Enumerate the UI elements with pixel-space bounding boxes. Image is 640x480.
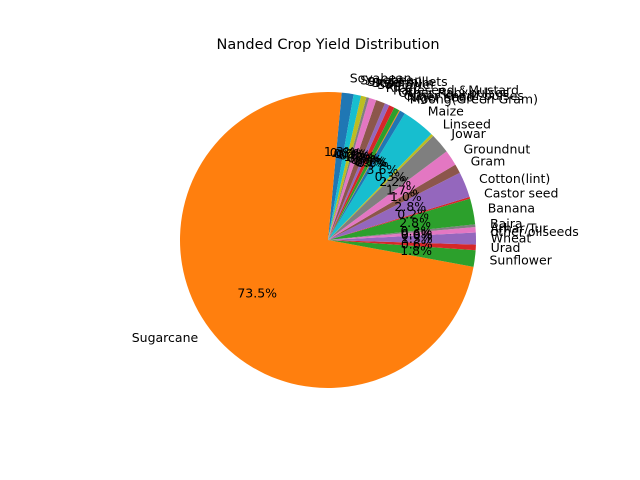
- slice-label: Other Kharif pulses: [404, 88, 524, 103]
- slice-label: Castor seed: [484, 186, 558, 201]
- slice-percent-label: 0.8%: [330, 145, 362, 160]
- pie-slice: [328, 107, 400, 240]
- slice-percent-label: 0.5%: [348, 151, 380, 166]
- slice-label: Sesamum: [372, 75, 434, 90]
- pie-slice: [328, 172, 470, 240]
- slice-percent-label: 0.3%: [336, 147, 368, 162]
- slice-percent-label: 0.2%: [397, 207, 429, 222]
- slice-percent-label: 0.6%: [350, 152, 382, 167]
- slice-label: Gram: [471, 154, 506, 169]
- slice-percent-label: 0.1%: [355, 154, 387, 169]
- pie-slice: [328, 133, 434, 240]
- slice-label: Soyabean: [360, 72, 422, 87]
- slice-label: Rice: [386, 80, 413, 95]
- pie-slice: [328, 196, 471, 240]
- slice-percent-label: 1.3%: [324, 144, 356, 159]
- pie-slice: [328, 240, 476, 251]
- slice-percent-label: 0.3%: [401, 223, 433, 238]
- pie-slice: [328, 226, 476, 240]
- pie-slice: [328, 100, 385, 240]
- slice-label: Sunflower: [490, 252, 553, 267]
- slice-label: Soyabean: [350, 71, 412, 86]
- pie-slice: [328, 164, 460, 240]
- pie-slice: [328, 94, 361, 240]
- pie-slice: [328, 105, 395, 240]
- slice-percent-label: 2.2%: [379, 174, 411, 189]
- slice-percent-label: 1.0%: [390, 189, 422, 204]
- slice-percent-label: 73.5%: [237, 286, 277, 301]
- slice-percent-label: 0.6%: [353, 153, 385, 168]
- slice-percent-label: 0.6%: [334, 146, 366, 161]
- pie-slice: [328, 135, 447, 240]
- pie-slice: [328, 240, 476, 267]
- slice-label: Arhar/Tur: [490, 221, 548, 236]
- slice-percent-label: 1.0%: [344, 149, 376, 164]
- slice-percent-label: 0.0%: [401, 228, 433, 243]
- pie-slice: [179, 92, 474, 389]
- slice-label: Cotton(lint): [479, 171, 550, 186]
- slice-label: Jowar: [450, 126, 486, 141]
- slice-label: Bajra: [490, 216, 523, 231]
- slice-labels: Soyabean Sugarcane SunflowerUradWheatother…: [132, 71, 579, 346]
- slice-label: Moong(Green Gram): [410, 91, 538, 106]
- slice-percent-label: 3.6%: [367, 162, 399, 177]
- slice-label: Wheat: [491, 231, 532, 246]
- slice-label: Small millets: [367, 74, 447, 89]
- slice-label: Sugarcane: [132, 330, 199, 345]
- slice-percent-label: 0.6%: [401, 226, 433, 241]
- slice-label: Niger seed: [407, 90, 474, 105]
- pie-slice: [328, 232, 477, 245]
- slice-percent-label: 1.7%: [386, 183, 418, 198]
- slice-percent-label: 1.3%: [401, 231, 433, 246]
- slice-label: Safflower: [377, 77, 436, 92]
- pie-slice: [328, 103, 390, 240]
- slice-label: Linseed: [443, 116, 491, 131]
- slice-label: Groundnut: [464, 142, 531, 157]
- pie-slice: [328, 97, 370, 240]
- slice-percent-label: 1.8%: [400, 243, 432, 258]
- pie-slice: [328, 95, 367, 240]
- slice-percent-label: 0.6%: [357, 155, 389, 170]
- slice-percent-label: 2.8%: [394, 199, 426, 214]
- slice-percent-label: 0.3%: [375, 169, 407, 184]
- pie-slice: [328, 151, 456, 240]
- slice-label: Maize: [428, 103, 464, 118]
- percent-labels: 1.3%73.5%1.8%0.6%1.3%0.0%0.6%0.3%2.8%0.2…: [237, 144, 432, 301]
- slice-percent-label: 0.8%: [339, 147, 371, 162]
- slice-label: Other Rabi pulses: [398, 85, 509, 100]
- pie-slice: [328, 92, 354, 240]
- slice-label: Banana: [488, 201, 535, 216]
- slice-label: Rapeseed &Mustard: [393, 83, 519, 98]
- slice-percent-label: 2.8%: [399, 215, 431, 230]
- pie-slice: [328, 198, 476, 240]
- pie-slices: [179, 92, 477, 389]
- slice-percent-label: 0.6%: [401, 237, 433, 252]
- pie-slice: [328, 113, 432, 240]
- pie-slice: [328, 97, 377, 240]
- chart-title: Nanded Crop Yield Distribution: [216, 37, 439, 53]
- slice-label: other oilseeds: [491, 224, 579, 239]
- slice-label: Urad: [491, 240, 521, 255]
- pie-slice: [328, 224, 476, 240]
- pie-slice: [328, 110, 400, 240]
- pie-slice: [328, 110, 405, 241]
